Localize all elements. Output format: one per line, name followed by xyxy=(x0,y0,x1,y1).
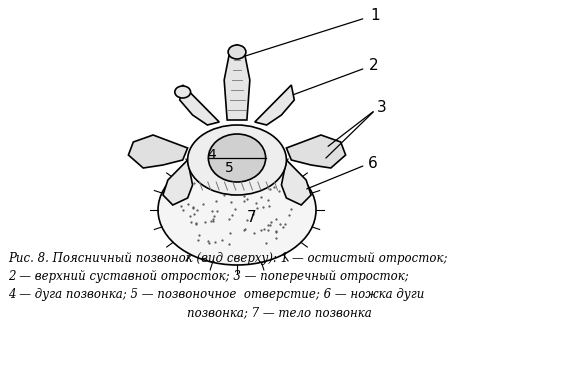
Ellipse shape xyxy=(175,86,191,98)
Text: 1: 1 xyxy=(370,7,380,22)
Text: 2: 2 xyxy=(370,59,379,74)
Polygon shape xyxy=(286,135,346,168)
Polygon shape xyxy=(163,160,192,205)
Ellipse shape xyxy=(158,155,316,265)
Polygon shape xyxy=(255,85,294,125)
Ellipse shape xyxy=(208,134,265,182)
Text: позвонка; 7 — тело позвонка: позвонка; 7 — тело позвонка xyxy=(187,306,372,319)
Text: 4 — дуга позвонка; 5 — позвоночное  отверстие; 6 — ножка дуги: 4 — дуга позвонка; 5 — позвоночное отвер… xyxy=(8,288,424,301)
Text: 5: 5 xyxy=(225,161,234,175)
Text: 4: 4 xyxy=(207,148,216,162)
Polygon shape xyxy=(281,160,311,205)
Polygon shape xyxy=(224,45,250,120)
Polygon shape xyxy=(180,85,219,125)
Text: 3: 3 xyxy=(378,100,387,116)
Ellipse shape xyxy=(228,45,246,59)
Text: 6: 6 xyxy=(368,156,378,170)
Text: Рис. 8. Поясничный позвонок (вид сверху): 1 — остистый отросток;: Рис. 8. Поясничный позвонок (вид сверху)… xyxy=(8,252,447,265)
Ellipse shape xyxy=(188,125,286,195)
Polygon shape xyxy=(128,135,188,168)
Text: 7: 7 xyxy=(247,210,256,226)
Text: 2 — верхний суставной отросток; 3 — поперечный отросток;: 2 — верхний суставной отросток; 3 — попе… xyxy=(8,270,409,283)
